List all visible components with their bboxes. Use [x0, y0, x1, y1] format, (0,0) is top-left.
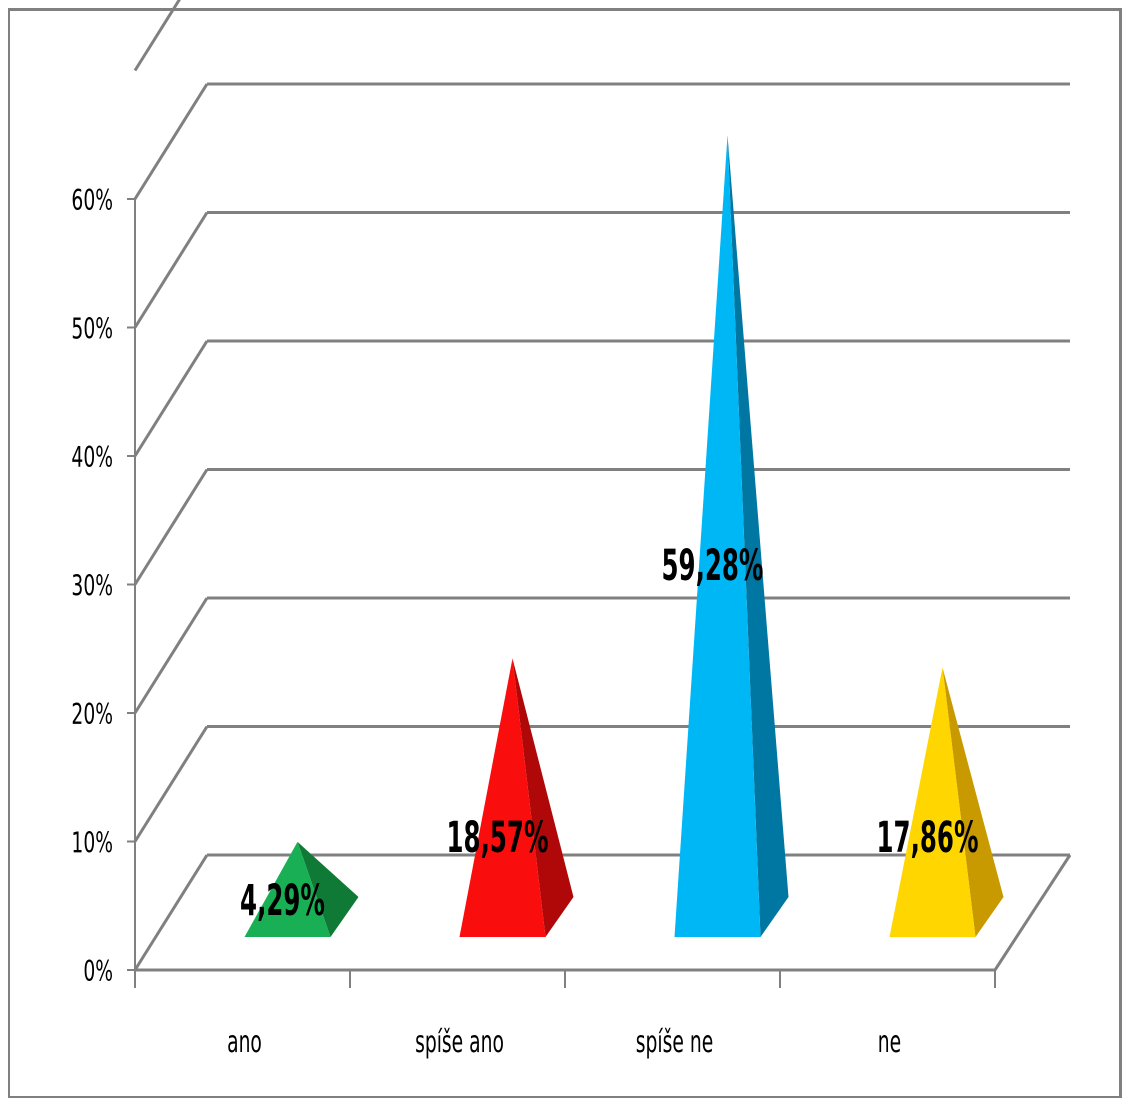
pyramid-side	[727, 135, 789, 937]
x-category-label: ano	[227, 1024, 262, 1059]
gridline-side	[133, 725, 209, 843]
pyramid-side	[942, 667, 1004, 937]
floor-right-edge	[993, 854, 1072, 971]
y-tick-label: 50%	[71, 311, 113, 345]
x-category-label: spíše ne	[636, 1024, 713, 1059]
floor-left-edge	[133, 854, 209, 971]
gridline-side	[133, 0, 181, 72]
gridlines	[133, 0, 1070, 843]
pyramid-front	[889, 667, 976, 937]
gridline-side	[133, 211, 209, 329]
x-category-label: spíše ano	[415, 1024, 504, 1059]
y-tick-label: 20%	[71, 697, 113, 731]
axes	[127, 198, 996, 988]
pyramids	[244, 135, 1004, 937]
gridline-side	[133, 597, 209, 714]
data-label: 4,29%	[240, 877, 325, 926]
pyramid-front	[244, 841, 331, 937]
data-label: 59,28%	[662, 542, 764, 591]
data-label: 17,86%	[877, 814, 979, 863]
y-tick-label: 40%	[71, 440, 113, 474]
x-category-label: ne	[878, 1024, 901, 1059]
gridline-side	[133, 340, 209, 457]
pyramid-side	[512, 658, 574, 937]
y-tick-label: 30%	[71, 568, 113, 602]
pyramid-side	[297, 841, 359, 937]
pyramid-front	[459, 658, 546, 937]
chart-frame	[8, 8, 1122, 1098]
labels: 0% 10% 20% 30% 40% 50% 60% 4,29% 18,57% 59,28% 17,…	[71, 183, 978, 1060]
data-label: 18,57%	[447, 814, 549, 863]
y-tick-label: 10%	[71, 825, 113, 859]
gridline-side	[133, 83, 209, 200]
y-tick-label: 0%	[83, 954, 113, 988]
pyramid-front	[674, 135, 761, 937]
y-tick-label: 60%	[71, 183, 113, 217]
gridline-side	[133, 468, 209, 586]
